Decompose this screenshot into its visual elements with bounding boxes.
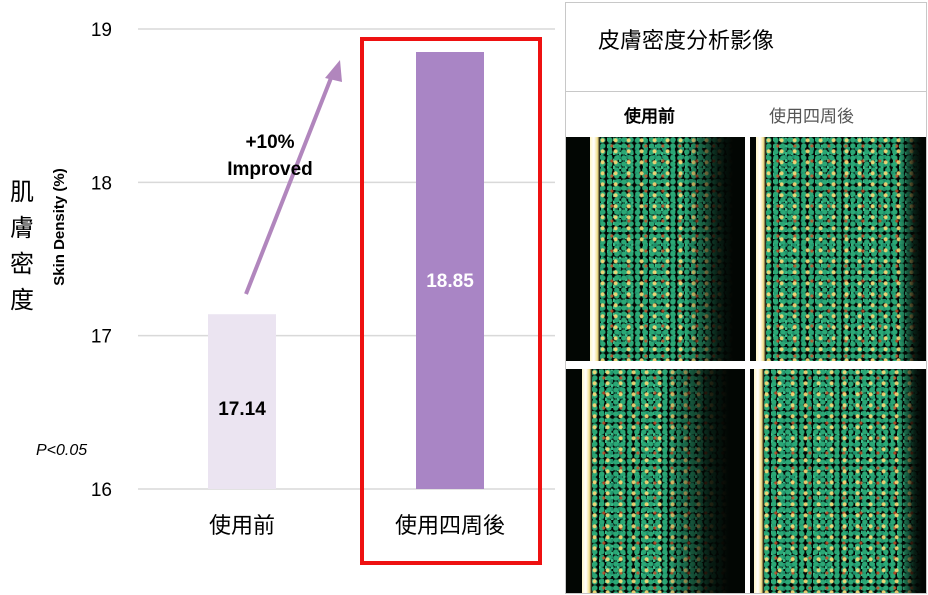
bar-1 <box>208 314 276 489</box>
improvement-arrow <box>244 77 333 295</box>
y-label-char: 膚 <box>10 214 34 242</box>
panel-divider <box>566 91 926 92</box>
bar-value-label-2: 18.85 <box>426 271 474 292</box>
skin-density-image-panel: 皮膚密度分析影像 使用前 使用四周後 <box>565 2 927 594</box>
column-label-before: 使用前 <box>624 107 675 127</box>
y-tick-label: 16 <box>91 480 112 501</box>
column-label-after: 使用四周後 <box>769 107 854 127</box>
p-value-label: P<0.05 <box>36 442 87 459</box>
bar-value-label-1: 17.14 <box>218 399 266 420</box>
x-category-label-2: 使用四周後 <box>395 514 505 539</box>
scan-image-before-bottom <box>566 369 745 593</box>
scan-image-after-bottom <box>750 369 926 593</box>
y-label-char: 度 <box>10 286 34 314</box>
x-axis-categories: 使用前 使用四周後 <box>209 514 505 539</box>
bar-2 <box>416 52 484 489</box>
y-axis-label-english: Skin Density (%) <box>51 168 68 286</box>
y-tick-label: 19 <box>91 20 112 41</box>
y-label-char: 肌 <box>10 178 34 206</box>
highlight-box <box>360 37 542 565</box>
annotation-improved: Improved <box>227 159 313 180</box>
x-category-label-1: 使用前 <box>209 514 275 539</box>
grid-lines <box>138 28 555 490</box>
panel-title: 皮膚密度分析影像 <box>598 29 775 54</box>
improvement-arrowhead <box>325 60 342 82</box>
annotation-percent: +10% <box>245 132 294 153</box>
bars: 17.14 18.85 <box>208 52 484 489</box>
y-label-char: 密 <box>10 250 34 278</box>
y-tick-label: 17 <box>91 327 112 348</box>
scan-image-after-top <box>750 137 926 361</box>
scan-image-before-top <box>566 137 745 361</box>
skin-density-chart: 16 17 18 19 17.14 18.85 使用前 使用四周後 +10% Improv… <box>10 20 555 565</box>
y-axis-ticks: 16 17 18 19 <box>91 20 112 501</box>
y-tick-label: 18 <box>91 173 112 194</box>
